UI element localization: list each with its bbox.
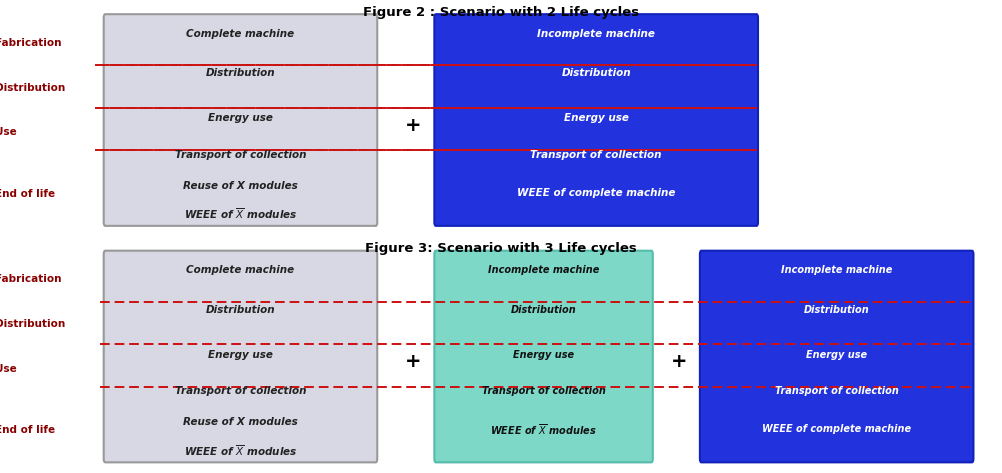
Text: Complete machine: Complete machine [186,265,295,275]
Text: Energy use: Energy use [208,113,273,123]
Text: WEEE of complete machine: WEEE of complete machine [763,424,911,434]
Text: Distribution: Distribution [804,305,870,315]
Text: Transport of collection: Transport of collection [775,386,899,396]
Text: Complete machine: Complete machine [186,28,295,39]
Text: Energy use: Energy use [513,350,574,360]
Text: Distribution: Distribution [0,319,65,329]
Text: Incomplete machine: Incomplete machine [781,265,893,275]
Text: Distribution: Distribution [205,68,276,79]
Text: Energy use: Energy use [208,350,273,360]
Text: +: + [405,116,421,135]
Text: Energy use: Energy use [564,113,628,123]
Text: End of life: End of life [0,425,55,436]
FancyBboxPatch shape [699,251,973,463]
Text: WEEE of $\overline{X}$ modules: WEEE of $\overline{X}$ modules [183,207,298,221]
Text: Distribution: Distribution [0,82,65,93]
Text: Energy use: Energy use [806,350,868,360]
Text: WEEE of complete machine: WEEE of complete machine [517,188,675,198]
Text: Reuse of X modules: Reuse of X modules [183,417,298,427]
Text: Transport of collection: Transport of collection [482,386,605,396]
Text: +: + [405,352,421,371]
Text: Use: Use [0,364,17,374]
Text: Fabrication: Fabrication [0,37,61,48]
FancyBboxPatch shape [435,14,758,226]
Text: Distribution: Distribution [511,305,576,315]
Text: WEEE of $\overline{X}$ modules: WEEE of $\overline{X}$ modules [490,422,597,437]
Text: Transport of collection: Transport of collection [174,150,307,160]
FancyBboxPatch shape [104,251,377,463]
Text: Distribution: Distribution [561,68,631,79]
Text: Figure 3: Scenario with 3 Life cycles: Figure 3: Scenario with 3 Life cycles [365,242,637,255]
FancyBboxPatch shape [435,251,653,463]
Text: Use: Use [0,127,17,138]
Text: Incomplete machine: Incomplete machine [488,265,599,275]
Text: Distribution: Distribution [205,305,276,315]
Text: Incomplete machine: Incomplete machine [537,28,655,39]
Text: Reuse of X modules: Reuse of X modules [183,181,298,191]
FancyBboxPatch shape [104,14,377,226]
Text: Transport of collection: Transport of collection [530,150,662,160]
Text: Transport of collection: Transport of collection [174,386,307,396]
Text: +: + [671,352,687,371]
Text: WEEE of $\overline{X}$ modules: WEEE of $\overline{X}$ modules [183,443,298,458]
Text: Figure 2 : Scenario with 2 Life cycles: Figure 2 : Scenario with 2 Life cycles [363,6,639,19]
Text: End of life: End of life [0,189,55,199]
Text: Fabrication: Fabrication [0,274,61,284]
